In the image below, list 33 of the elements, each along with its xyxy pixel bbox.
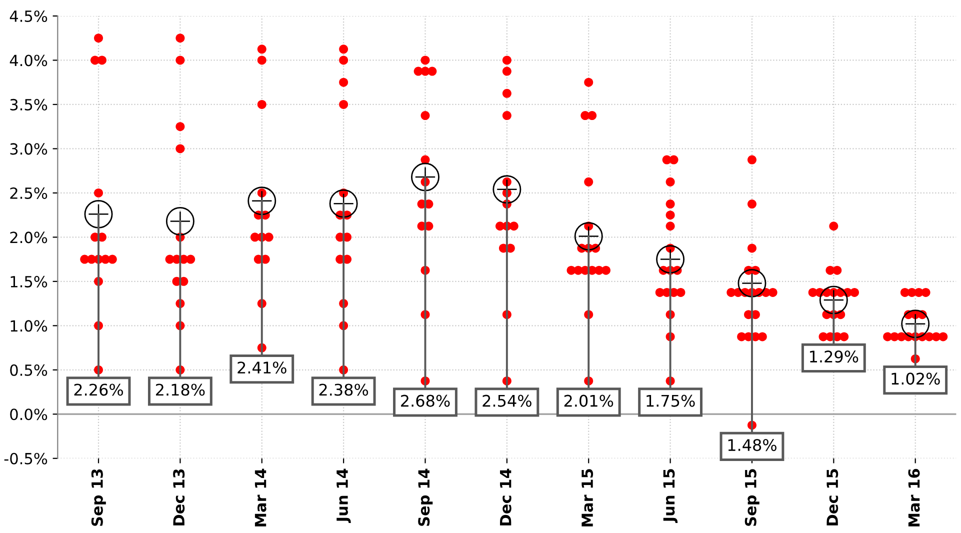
x-tick-label: Dec 13 xyxy=(173,469,185,526)
y-tick-label: 4.0% xyxy=(10,54,48,66)
x-tick-label: Sep 13 xyxy=(91,469,106,526)
data-label: 2.54% xyxy=(482,394,532,407)
x-tick-label: Sep 14 xyxy=(418,468,433,526)
y-tick-label: 3.0% xyxy=(10,143,48,155)
data-label: 2.26% xyxy=(74,384,123,396)
y-tick-label: 1.0% xyxy=(10,320,48,332)
data-label: 2.38% xyxy=(319,384,368,396)
y-tick-label: 0.0% xyxy=(10,408,48,420)
data-label: 2.41% xyxy=(238,362,286,374)
x-tick-label: Jun 15 xyxy=(663,469,678,523)
data-label: 1.48% xyxy=(728,438,776,452)
y-tick-label: 2.5% xyxy=(10,187,48,199)
y-tick-label: -0.5% xyxy=(4,452,48,464)
data-label: 2.18% xyxy=(156,384,205,396)
y-tick-label: 1.5% xyxy=(10,276,48,288)
x-tick-label: Sep 15 xyxy=(744,469,760,526)
x-tick-label: Mar 15 xyxy=(582,469,594,526)
x-tick-label: Dec 15 xyxy=(826,469,838,526)
x-tick-label: Dec 14 xyxy=(500,468,512,526)
data-label: 2.68% xyxy=(401,394,450,407)
data-label: 1.29% xyxy=(810,350,858,363)
y-tick-label: 0.5% xyxy=(10,364,48,376)
y-tick-label: 2.0% xyxy=(10,232,48,244)
x-tick-label: Mar 14 xyxy=(254,468,266,526)
data-label: 1.02% xyxy=(892,372,940,385)
x-tick-label: Jun 14 xyxy=(336,468,351,523)
x-tick-label: Mar 16 xyxy=(908,468,920,526)
data-label: 2.01% xyxy=(564,394,614,407)
y-tick-label: 3.5% xyxy=(10,98,48,110)
y-tick-label: 4.5% xyxy=(10,10,48,22)
data-label: 1.75% xyxy=(646,394,695,407)
